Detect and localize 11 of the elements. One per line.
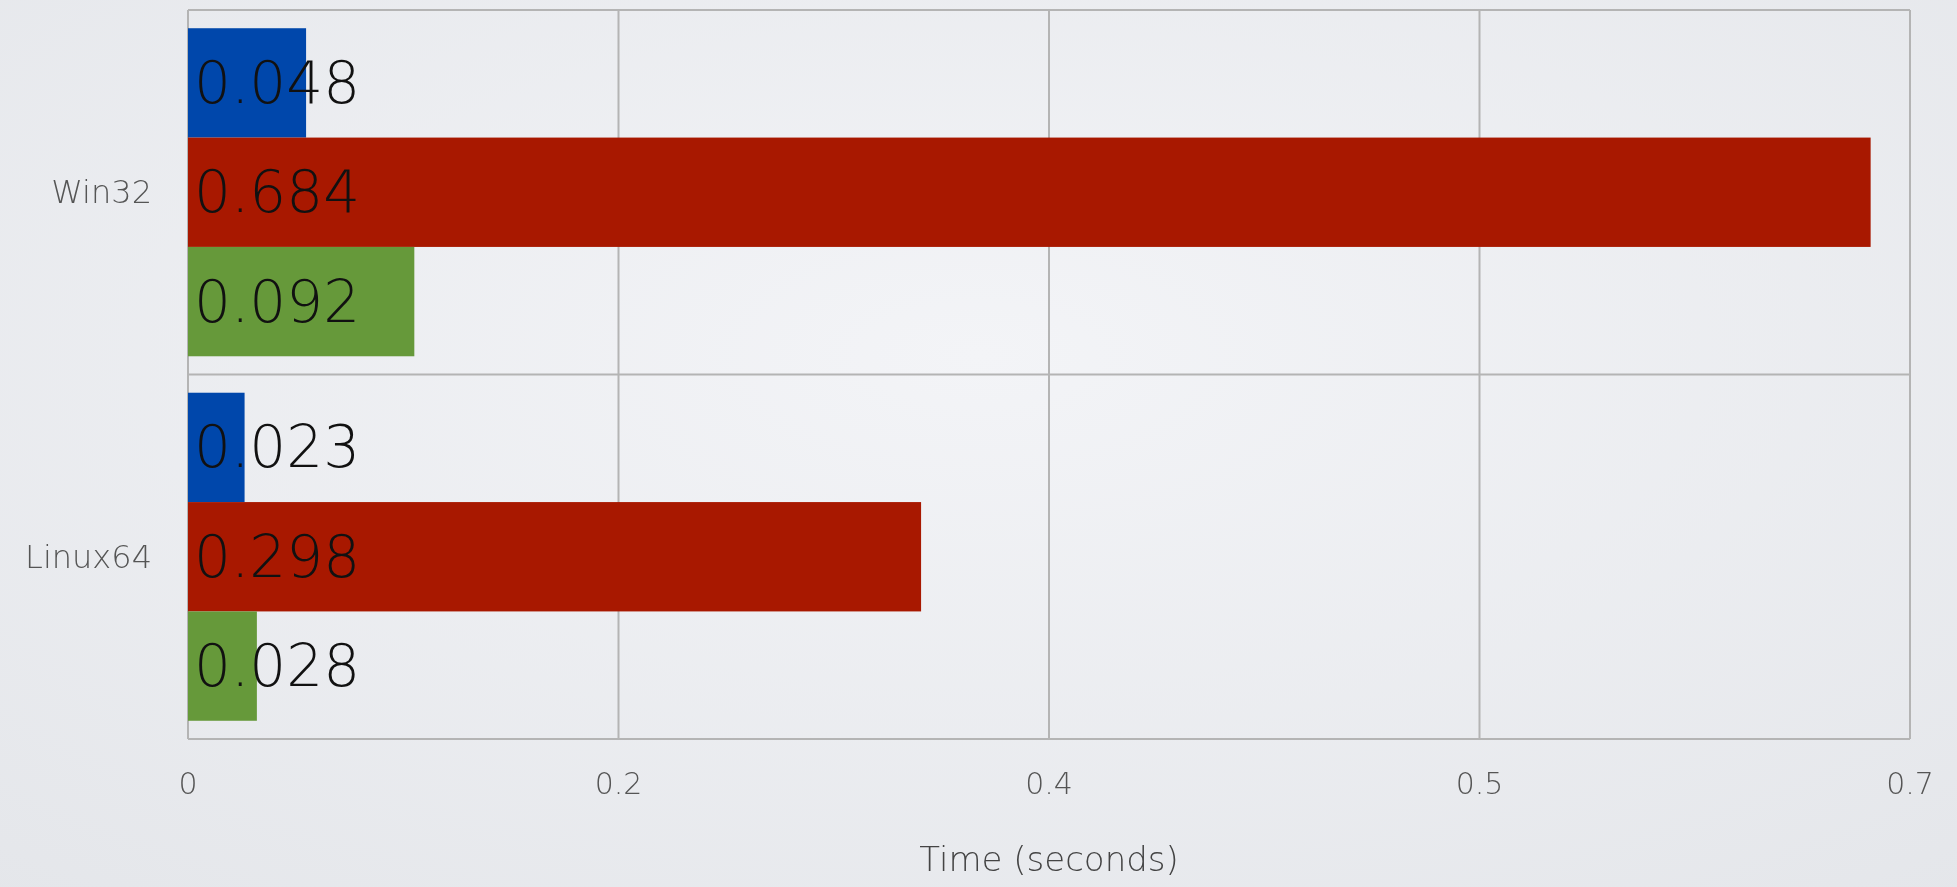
x-axis-title: Time (seconds)	[919, 839, 1179, 879]
x-tick-label: 0.2	[594, 766, 643, 801]
x-tick-label: 0.5	[1455, 766, 1504, 801]
data-label: 0.298	[194, 522, 361, 591]
x-tick-label: 0	[178, 766, 198, 801]
data-label: 0.092	[194, 267, 361, 336]
y-tick-label: Win32	[51, 173, 152, 212]
y-tick-label: Linux64	[25, 537, 152, 576]
x-tick-label: 0.4	[1025, 766, 1073, 801]
x-tick-label: 0.7	[1886, 766, 1934, 801]
data-label: 0.684	[194, 158, 361, 227]
